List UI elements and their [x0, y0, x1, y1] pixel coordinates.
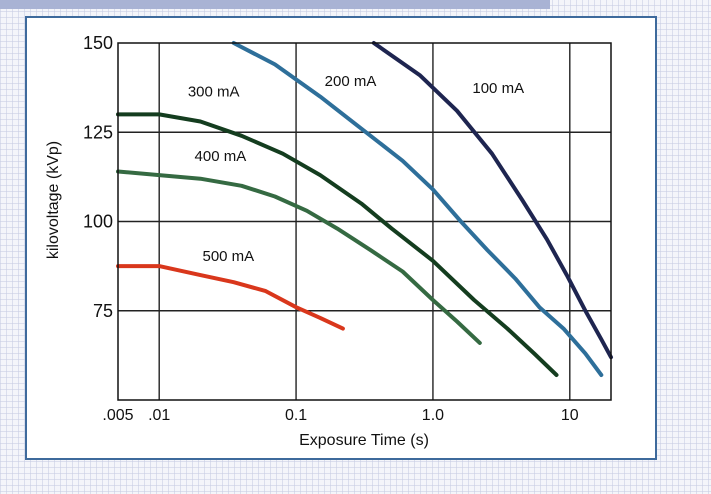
y-axis-label: kilovoltage (kVp) — [45, 141, 62, 259]
series-label: 500 mA — [202, 248, 254, 265]
chart-frame — [25, 16, 657, 460]
x-tick-label: .01 — [148, 407, 170, 424]
x-tick-label: 1.0 — [422, 407, 444, 424]
series-annotations: 300 mA 200 mA 100 mA 400 mA 500 mA — [188, 73, 524, 265]
series-line-300-ma — [116, 112, 559, 377]
series-line-400-ma — [116, 169, 482, 345]
plot-border — [117, 42, 612, 401]
x-tick-label: 0.1 — [285, 407, 307, 424]
y-tick-label: 125 — [83, 122, 113, 142]
y-tick-label: 75 — [93, 301, 113, 321]
series-label: 100 mA — [472, 80, 524, 97]
x-tick-label: 10 — [561, 407, 579, 424]
series-label: 200 mA — [325, 73, 377, 90]
series-line-200-ma — [231, 41, 604, 377]
grid-lines — [118, 43, 611, 400]
x-tick-label: .005 — [102, 407, 133, 424]
x-tick-labels: .005 .01 0.1 1.0 10 — [102, 407, 578, 424]
x-axis-label: Exposure Time (s) — [299, 432, 429, 449]
curves-layer — [116, 41, 613, 377]
y-tick-labels: 150 125 100 75 — [83, 33, 113, 321]
series-line-500-ma — [116, 264, 345, 331]
series-label: 300 mA — [188, 84, 240, 101]
top-decorative-bar — [0, 0, 550, 9]
series-line-100-ma — [371, 41, 613, 360]
y-tick-label: 100 — [83, 212, 113, 232]
y-tick-label: 150 — [83, 33, 113, 53]
series-label: 400 mA — [195, 148, 247, 165]
